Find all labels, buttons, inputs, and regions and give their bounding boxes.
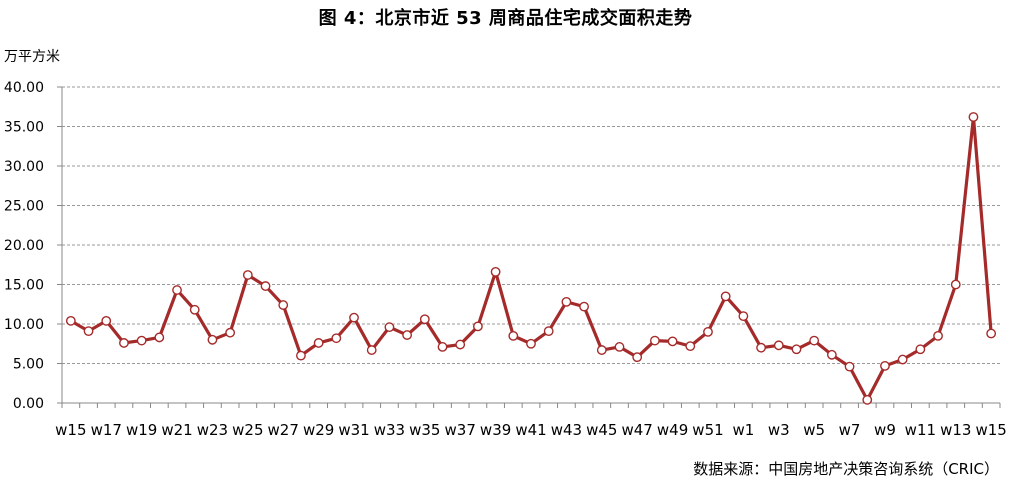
data-point — [402, 330, 413, 340]
data-point — [862, 394, 873, 405]
source-note: 数据来源：中国房地产决策咨询系统（CRIC） — [693, 460, 999, 478]
x-tick-label: w31 — [338, 421, 369, 439]
axes — [57, 86, 1001, 408]
series-line — [69, 115, 993, 402]
x-tick-label: w37 — [445, 421, 476, 439]
data-point — [986, 328, 997, 339]
x-tick-label: w19 — [126, 421, 157, 439]
y-axis-unit-label: 万平方米 — [4, 49, 60, 65]
x-tick-label: w47 — [622, 421, 653, 439]
y-tick-label: 40.00 — [4, 80, 44, 96]
data-point — [720, 291, 731, 302]
data-point — [561, 296, 572, 307]
x-tick-label: w27 — [268, 421, 299, 439]
data-point — [83, 326, 94, 337]
data-point — [437, 342, 448, 352]
chart-title: 图 4：北京市近 53 周商品住宅成交面积走势 — [318, 8, 693, 29]
y-tick-label: 35.00 — [4, 120, 44, 136]
x-tick-label: w7 — [839, 421, 861, 439]
data-point — [667, 336, 678, 347]
data-point — [596, 345, 607, 355]
x-tick-label: w23 — [197, 421, 228, 439]
data-point — [950, 279, 961, 290]
x-tick-label: w9 — [874, 421, 896, 439]
data-point — [490, 266, 501, 277]
data-point — [172, 285, 182, 295]
data-point — [826, 349, 837, 360]
data-point — [579, 301, 589, 312]
data-point — [968, 112, 979, 122]
y-tick-label: 5.00 — [13, 357, 44, 373]
x-tick-label: w1 — [732, 421, 754, 439]
data-point — [632, 352, 643, 363]
data-point — [844, 361, 855, 372]
data-point — [207, 334, 218, 345]
data-point — [614, 342, 625, 352]
data-point — [154, 332, 165, 343]
data-point — [685, 341, 696, 352]
data-point — [473, 321, 483, 332]
data-point — [773, 340, 784, 351]
data-point — [791, 344, 802, 355]
data-point — [508, 330, 519, 341]
x-tick-label: w21 — [161, 421, 192, 439]
data-point — [119, 338, 129, 348]
y-tick-label: 20.00 — [4, 238, 44, 254]
data-point — [260, 281, 271, 291]
x-tick-label: w15 — [55, 421, 86, 439]
x-tick-label: w11 — [905, 421, 936, 439]
data-point — [136, 335, 147, 346]
data-point — [331, 333, 342, 344]
data-point — [933, 330, 943, 341]
x-tick-label: w51 — [692, 421, 723, 439]
data-point — [189, 304, 200, 315]
data-point — [809, 335, 820, 346]
x-tick-label: w33 — [374, 421, 405, 439]
y-tick-label: 25.00 — [4, 199, 44, 215]
x-tick-label: w13 — [940, 421, 971, 439]
data-points — [65, 112, 997, 405]
data-point — [225, 327, 236, 338]
x-tick-label: w15 — [975, 421, 1006, 439]
x-tick-label: w49 — [657, 421, 688, 439]
x-tick-label: w43 — [551, 421, 582, 439]
data-point — [703, 326, 713, 337]
x-tick-label: w25 — [232, 421, 263, 439]
data-point — [366, 345, 377, 355]
x-tick-label: w3 — [768, 421, 790, 439]
x-tick-label: w29 — [303, 421, 334, 439]
data-point — [65, 315, 76, 326]
data-point — [756, 342, 766, 353]
data-point — [349, 312, 359, 323]
x-tick-label: w17 — [91, 421, 122, 439]
data-point — [384, 322, 395, 333]
data-point — [101, 315, 112, 326]
y-tick-labels: 0.00 5.00 10.00 15.00 20.00 25.00 30.00 35.00 40… — [4, 80, 44, 412]
y-tick-label: 15.00 — [4, 278, 44, 294]
x-tick-label: w41 — [515, 421, 546, 439]
data-point — [543, 326, 554, 337]
y-tick-label: 10.00 — [4, 317, 44, 333]
data-point — [278, 300, 289, 310]
x-tick-label: w5 — [803, 421, 825, 439]
data-point — [738, 311, 749, 321]
data-point — [915, 344, 926, 355]
data-point — [242, 270, 253, 280]
series-line-group — [69, 115, 993, 402]
y-tick-label: 30.00 — [4, 159, 44, 175]
data-point — [649, 335, 660, 346]
data-point — [419, 314, 430, 325]
data-point — [880, 360, 890, 371]
data-point — [526, 338, 536, 349]
data-point — [296, 350, 306, 361]
x-tick-labels: w15 w17 w19 w21 w23 w25 w27 w29 w31 w33 w35 w37 w39 w… — [55, 421, 1007, 439]
y-tick-label: 0.00 — [13, 396, 44, 412]
x-tick-label: w35 — [409, 421, 440, 439]
x-tick-label: w45 — [586, 421, 617, 439]
x-tick-label: w39 — [480, 421, 511, 439]
data-point — [313, 338, 324, 348]
data-point — [455, 339, 466, 350]
data-point — [897, 354, 908, 365]
